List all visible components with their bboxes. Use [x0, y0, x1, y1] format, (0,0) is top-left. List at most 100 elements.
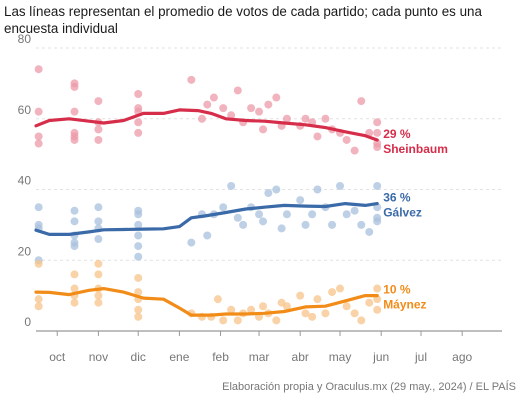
- poll-point-mynez: [373, 305, 382, 314]
- poll-point-glvez: [365, 227, 374, 236]
- poll-point-mynez: [70, 298, 79, 307]
- poll-point-glvez: [134, 242, 143, 251]
- poll-point-sheinbaum: [259, 125, 268, 134]
- poll-point-sheinbaum: [247, 104, 256, 113]
- x-tick-label: oct: [49, 350, 66, 364]
- poll-point-glvez: [227, 181, 236, 190]
- series-value-label-sheinbaum: 29 %: [383, 127, 411, 141]
- poll-point-sheinbaum: [357, 97, 366, 106]
- poll-point-glvez: [134, 231, 143, 240]
- poll-point-mynez: [227, 305, 236, 314]
- poll-point-sheinbaum: [282, 114, 291, 123]
- poll-point-sheinbaum: [264, 100, 273, 109]
- poll-point-mynez: [328, 288, 337, 297]
- poll-point-mynez: [213, 295, 222, 304]
- series-value-label-glvez: 36 %: [383, 191, 411, 205]
- poll-point-mynez: [70, 270, 79, 279]
- poll-point-glvez: [264, 189, 273, 198]
- y-tick-label: 80: [18, 32, 32, 46]
- series-name-label-sheinbaum: Sheinbaum: [383, 142, 448, 156]
- poll-point-glvez: [203, 231, 212, 240]
- poll-point-mynez: [301, 309, 310, 318]
- poll-point-glvez: [282, 210, 291, 219]
- poll-point-mynez: [233, 316, 242, 325]
- poll-point-sheinbaum: [272, 93, 281, 102]
- poll-point-glvez: [373, 181, 382, 190]
- poll-point-glvez: [308, 210, 317, 219]
- x-tick-label: ago: [452, 350, 472, 364]
- y-tick-label: 40: [18, 174, 32, 188]
- y-tick-label: 20: [18, 244, 32, 258]
- poll-point-glvez: [301, 220, 310, 229]
- poll-point-mynez: [336, 284, 345, 293]
- poll-point-sheinbaum: [373, 128, 382, 137]
- poll-point-mynez: [94, 291, 103, 300]
- poll-point-glvez: [70, 206, 79, 215]
- poll-point-sheinbaum: [313, 132, 322, 141]
- poll-point-glvez: [296, 196, 305, 205]
- poll-point-glvez: [70, 242, 79, 251]
- chart-subtitle: Las líneas representan el promedio de vo…: [4, 4, 482, 36]
- poll-point-glvez: [219, 203, 228, 212]
- poll-point-mynez: [134, 312, 143, 321]
- poll-point-mynez: [94, 298, 103, 307]
- poll-point-glvez: [70, 217, 79, 226]
- poll-point-mynez: [350, 309, 359, 318]
- poll-point-sheinbaum: [227, 111, 236, 120]
- poll-point-sheinbaum: [321, 114, 330, 123]
- poll-point-glvez: [259, 217, 268, 226]
- poll-point-mynez: [373, 284, 382, 293]
- poll-point-mynez: [94, 270, 103, 279]
- poll-point-sheinbaum: [34, 139, 43, 148]
- x-tick-label: ene: [169, 350, 189, 364]
- poll-point-glvez: [94, 235, 103, 244]
- series-value-label-mynez: 10 %: [383, 283, 411, 297]
- poll-point-mynez: [247, 305, 256, 314]
- x-tick-labels: oct nov dic ene feb mar abr may jun jul ago: [49, 331, 473, 364]
- poll-point-glvez: [94, 203, 103, 212]
- poll-point-mynez: [134, 288, 143, 297]
- poll-point-glvez: [187, 238, 196, 247]
- y-tick-label: 60: [18, 103, 32, 117]
- poll-point-mynez: [308, 312, 317, 321]
- poll-point-sheinbaum: [94, 97, 103, 106]
- poll-point-sheinbaum: [70, 135, 79, 144]
- poll-point-glvez: [350, 206, 359, 215]
- poll-point-sheinbaum: [209, 93, 218, 102]
- poll-point-sheinbaum: [34, 132, 43, 141]
- poll-point-mynez: [70, 284, 79, 293]
- poll-point-mynez: [219, 316, 228, 325]
- x-tick-label: jul: [414, 350, 427, 364]
- poll-point-sheinbaum: [70, 82, 79, 91]
- poll-point-glvez: [328, 220, 337, 229]
- poll-point-glvez: [313, 185, 322, 194]
- x-tick-label: mar: [249, 350, 270, 364]
- average-lines: [34, 108, 379, 317]
- average-line-glvez: [34, 202, 379, 236]
- poll-point-glvez: [357, 220, 366, 229]
- poll-point-mynez: [357, 316, 366, 325]
- poll-point-sheinbaum: [34, 107, 43, 116]
- source-note: Elaboración propia y Oraculus.mx (29 may…: [222, 381, 516, 393]
- poll-point-glvez: [336, 181, 345, 190]
- poll-point-sheinbaum: [134, 89, 143, 98]
- poll-point-sheinbaum: [70, 107, 79, 116]
- poll-point-glvez: [272, 185, 281, 194]
- poll-point-mynez: [313, 295, 322, 304]
- poll-point-sheinbaum: [134, 128, 143, 137]
- poll-point-glvez: [239, 220, 248, 229]
- poll-point-sheinbaum: [301, 114, 310, 123]
- x-tick-label: feb: [212, 350, 229, 364]
- poll-point-sheinbaum: [342, 135, 351, 144]
- poll-point-mynez: [34, 295, 43, 304]
- poll-point-glvez: [233, 213, 242, 222]
- y-gridlines: [36, 47, 502, 332]
- poll-point-sheinbaum: [94, 125, 103, 134]
- poll-point-mynez: [342, 302, 351, 311]
- poll-point-mynez: [321, 309, 330, 318]
- poll-point-mynez: [365, 298, 374, 307]
- poll-point-glvez: [373, 217, 382, 226]
- poll-point-sheinbaum: [134, 118, 143, 127]
- poll-point-mynez: [134, 273, 143, 282]
- poll-point-glvez: [34, 203, 43, 212]
